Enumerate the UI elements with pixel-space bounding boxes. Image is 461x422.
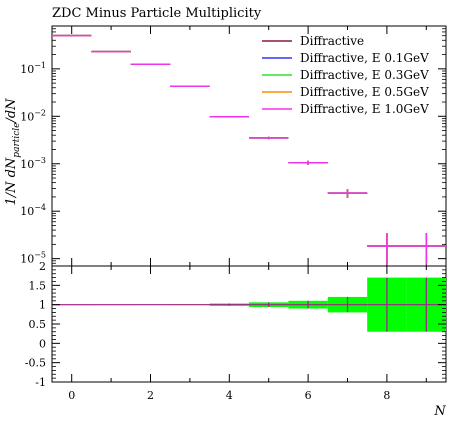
y-tick-label-base-3: 10 (20, 205, 34, 218)
legend-label-3: Diffractive, E 0.5GeV (300, 85, 429, 99)
legend-label-4: Diffractive, E 1.0GeV (300, 102, 429, 116)
y-tick-label-2: 10−3 (20, 156, 46, 171)
y-axis-label-lead: 1/N dN (4, 157, 19, 205)
y-tick-label-exp-1: −2 (34, 108, 46, 117)
y-tick-label-0: 10−1 (20, 61, 46, 76)
x-tick-label-0: 0 (68, 389, 75, 402)
y-tick-label-3: 10−4 (20, 203, 46, 218)
ratio-y-tick-label-5: -0.5 (25, 357, 46, 370)
histogram-group (52, 34, 446, 265)
y-tick-label-4: 10−5 (20, 251, 46, 266)
x-tick-label-2: 4 (226, 389, 233, 402)
ticks-group (51, 25, 447, 383)
ratio-y-tick-label-3: 0.5 (29, 318, 47, 331)
ratio-y-tick-label-4: 0 (39, 337, 46, 350)
ratio-y-tick-label-1: 1.5 (29, 279, 47, 292)
y-tick-label-base-1: 10 (20, 110, 34, 123)
x-tick-label-3: 6 (305, 389, 312, 402)
legend-label-1: Diffractive, E 0.1GeV (300, 51, 429, 65)
y-tick-label-1: 10−2 (20, 108, 46, 123)
y-tick-label-exp-0: −1 (34, 61, 46, 70)
chart-title: ZDC Minus Particle Multiplicity (52, 6, 262, 21)
ratio-y-tick-label-0: 2 (39, 260, 46, 273)
x-tick-label-4: 8 (383, 389, 390, 402)
y-tick-label-base-2: 10 (20, 158, 34, 171)
y-axis-label-subscript: particle (12, 123, 22, 158)
tick-labels-group: 0 2 4 6 810−110−210−310−410−521.510.50-0.5-1 (20, 61, 390, 402)
legend-label-2: Diffractive, E 0.3GeV (300, 68, 429, 82)
y-axis-label: 1/N dNparticle/dN (4, 98, 22, 206)
y-tick-label-base-0: 10 (20, 63, 34, 76)
x-tick-label-1: 2 (147, 389, 154, 402)
ratio-line-group (52, 277, 446, 332)
legend-label-0: Diffractive (300, 34, 364, 48)
y-tick-label-exp-2: −3 (34, 156, 46, 165)
y-tick-label-base-4: 10 (20, 253, 34, 266)
ratio-y-tick-label-6: -1 (35, 376, 46, 389)
y-tick-label-exp-3: −4 (34, 203, 46, 212)
y-axis-label-tail: /dN (4, 98, 19, 125)
x-axis-label: N (433, 404, 446, 419)
legend: Diffractive Diffractive, E 0.1GeV Diffract… (262, 34, 429, 116)
ratio-y-tick-label-2: 1 (39, 299, 46, 312)
y-tick-label-exp-4: −5 (34, 251, 46, 260)
